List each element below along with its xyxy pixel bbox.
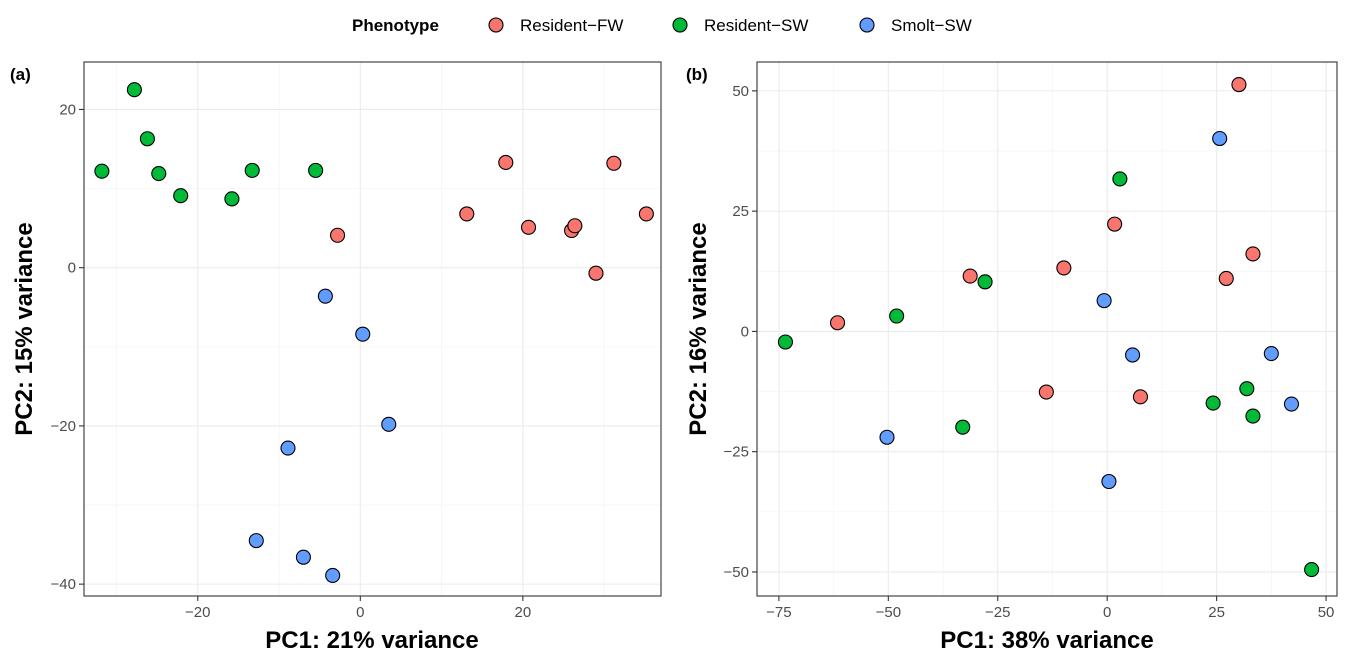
legend-key-resident-sw <box>672 17 688 33</box>
legend-key-smolt-sw <box>859 17 875 33</box>
panel-b-point-resident-fw-8 <box>1245 246 1261 262</box>
panel-a-x-tick-label-1: 0 <box>356 604 364 621</box>
panel-b-point-smolt-sw-5 <box>1263 345 1279 362</box>
panel-b-point-resident-fw-4 <box>1038 384 1054 400</box>
panel-b-points <box>777 77 1320 578</box>
panel-b-x-tick-label-4: 25 <box>1208 604 1225 621</box>
panel-a-y-tick-label-3: 20 <box>59 101 76 118</box>
panel-a-point-resident-sw-7 <box>308 162 324 178</box>
panel-a-border <box>83 61 662 597</box>
panel-a-point-smolt-sw-6 <box>325 567 341 583</box>
panel-b-y-tick-label-0: −50 <box>724 564 749 581</box>
panel-b-point-smolt-sw-3 <box>1101 473 1117 490</box>
panel-b-y-tick-label-4: 50 <box>732 83 749 100</box>
panel-b-x-axis-title: PC1: 38% variance <box>940 627 1153 654</box>
panel-b-x-tick-label-2: −25 <box>985 604 1010 621</box>
panel-a-y-tick-label-0: −40 <box>51 576 76 593</box>
panel-a-point-smolt-sw-3 <box>280 440 296 456</box>
panel-a-point-resident-fw-8 <box>638 206 654 222</box>
panel-a-points <box>94 82 654 583</box>
panel-a-y-tick-label-1: −20 <box>51 418 76 435</box>
panel-a-point-smolt-sw-5 <box>295 549 311 565</box>
panel-a-point-resident-fw-6 <box>588 265 604 281</box>
panel-b-point-smolt-sw-6 <box>1283 396 1300 412</box>
legend-label-resident-sw: Resident−SW <box>704 16 808 35</box>
panel-b-point-resident-fw-5 <box>1132 389 1149 405</box>
panel-a-point-resident-fw-0 <box>330 227 346 243</box>
panel-b-x-tick-label-1: −50 <box>876 604 901 621</box>
panel-b-point-resident-sw-4 <box>1112 171 1128 187</box>
panel-b-tag: (b) <box>686 65 708 84</box>
panel-b-point-resident-sw-8 <box>1304 561 1320 578</box>
panel-b-point-smolt-sw-0 <box>879 429 895 445</box>
panel-b-point-resident-fw-7 <box>1231 77 1247 93</box>
panel-b-point-resident-sw-5 <box>1205 395 1221 411</box>
panel-b-point-resident-fw-0 <box>829 315 846 331</box>
panel-b-point-resident-sw-1 <box>889 308 905 324</box>
panel-b-grid <box>757 62 1337 596</box>
panel-a-point-resident-fw-5 <box>567 218 583 234</box>
legend-key-resident-fw <box>488 17 504 33</box>
panel-b-y-axis-title: PC2: 16% variance <box>685 222 712 435</box>
panel-a-grid <box>84 62 661 596</box>
panel-b-y-tick-label-1: −25 <box>724 444 749 461</box>
panel-b-point-smolt-sw-4 <box>1212 130 1228 147</box>
panel-a-point-resident-sw-4 <box>173 188 189 204</box>
legend-label-resident-fw: Resident−FW <box>520 16 623 35</box>
panel-b-point-resident-fw-1 <box>962 268 978 284</box>
panel-a-point-resident-sw-5 <box>224 191 240 207</box>
panel-b-y-tick-label-3: 25 <box>732 203 749 220</box>
legend: Phenotype Resident−FW Resident−SW Smolt−… <box>352 16 972 35</box>
panel-b-point-resident-sw-6 <box>1239 381 1255 397</box>
legend-label-smolt-sw: Smolt−SW <box>891 16 972 35</box>
panel-a-y-tick-label-2: 0 <box>68 260 76 277</box>
panel-a-x-axis-title: PC1: 21% variance <box>265 627 478 654</box>
legend-title: Phenotype <box>352 16 439 35</box>
panel-b-point-resident-fw-3 <box>1107 216 1123 232</box>
panel-a-point-resident-sw-2 <box>139 131 155 147</box>
panel-b: (b) −75 −50 −25 0 25 50 −50 −25 0 25 50 PC1: 38% va… <box>685 61 1338 654</box>
panel-b-x-tick-label-5: 50 <box>1318 604 1335 621</box>
panel-a-point-smolt-sw-0 <box>317 288 333 304</box>
panel-a-point-smolt-sw-2 <box>381 416 397 432</box>
panel-a-point-resident-fw-2 <box>498 154 514 171</box>
panel-b-point-resident-fw-6 <box>1218 270 1234 287</box>
panel-a-point-resident-fw-1 <box>459 206 475 222</box>
panel-a-tag: (a) <box>10 65 31 84</box>
panel-a-point-resident-sw-6 <box>244 162 260 178</box>
panel-b-point-resident-sw-0 <box>777 334 794 350</box>
panel-a-y-axis-title: PC2: 15% variance <box>11 222 38 435</box>
panel-b-point-resident-sw-7 <box>1245 408 1261 424</box>
panel-b-x-tick-label-0: −75 <box>766 604 791 621</box>
panel-a-point-resident-sw-0 <box>94 163 110 179</box>
panel-a: (a) −20 0 20 −40 −20 0 20 PC1: 21% variance PC2:… <box>10 61 662 654</box>
panel-a-point-smolt-sw-1 <box>355 326 371 342</box>
panel-b-point-smolt-sw-1 <box>1096 293 1112 309</box>
panel-b-border <box>756 61 1338 597</box>
panel-b-point-resident-fw-2 <box>1056 260 1072 276</box>
panel-a-point-smolt-sw-4 <box>248 533 264 549</box>
panel-a-point-resident-fw-7 <box>606 155 622 171</box>
panel-a-point-resident-sw-1 <box>126 82 142 98</box>
panel-b-x-tick-label-3: 0 <box>1103 604 1111 621</box>
panel-b-point-resident-sw-3 <box>955 419 971 435</box>
panel-a-point-resident-sw-3 <box>151 165 167 182</box>
panel-a-point-resident-fw-3 <box>520 219 537 235</box>
panel-a-x-tick-label-0: −20 <box>185 604 210 621</box>
panel-b-point-resident-sw-2 <box>977 274 993 290</box>
panel-b-y-tick-label-2: 0 <box>741 323 749 340</box>
panel-a-x-tick-label-2: 20 <box>515 604 532 621</box>
panel-b-point-smolt-sw-2 <box>1125 347 1141 363</box>
